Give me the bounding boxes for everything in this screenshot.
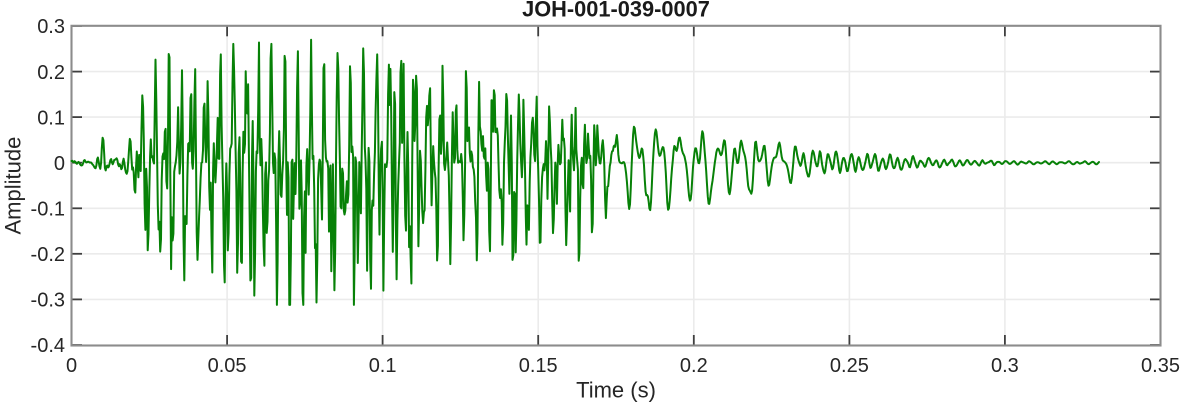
svg-text:0.15: 0.15 [519,355,558,377]
svg-text:Time (s): Time (s) [576,378,656,403]
svg-text:0.2: 0.2 [680,355,708,377]
svg-text:0.25: 0.25 [830,355,869,377]
svg-text:0.3: 0.3 [991,355,1019,377]
svg-text:0.2: 0.2 [37,62,65,84]
svg-text:0.1: 0.1 [369,355,397,377]
svg-text:0.3: 0.3 [37,16,65,38]
svg-text:-0.4: -0.4 [31,335,65,357]
svg-text:Amplitude: Amplitude [1,137,26,235]
svg-text:JOH-001-039-0007: JOH-001-039-0007 [522,0,710,22]
svg-text:0: 0 [54,153,65,175]
svg-text:-0.2: -0.2 [31,244,65,266]
svg-text:-0.3: -0.3 [31,290,65,312]
svg-text:0: 0 [66,355,77,377]
svg-text:0.1: 0.1 [37,107,65,129]
svg-text:0.05: 0.05 [208,355,247,377]
svg-text:0.35: 0.35 [1141,355,1180,377]
svg-text:-0.1: -0.1 [31,199,65,221]
